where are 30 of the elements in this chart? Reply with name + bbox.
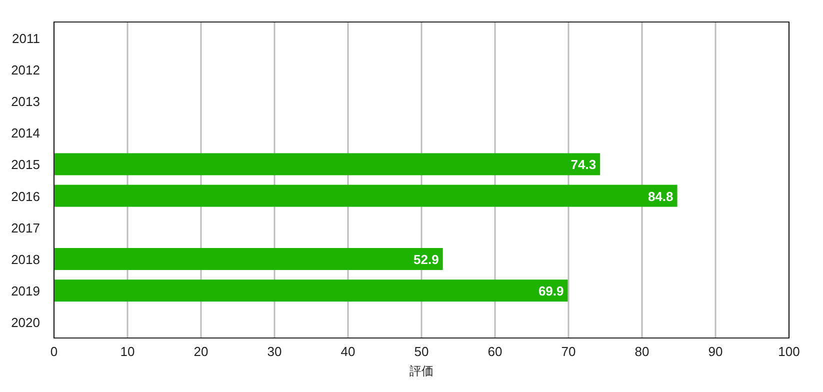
data-label: 74.3 [570, 157, 596, 172]
x-tick-label: 10 [120, 344, 135, 359]
y-tick-label: 2020 [11, 315, 40, 330]
bar [54, 248, 443, 270]
y-tick-label: 2014 [11, 126, 40, 141]
x-tick-label: 70 [561, 344, 576, 359]
data-label: 84.8 [648, 188, 674, 204]
x-tick-label: 40 [340, 344, 356, 359]
y-tick-label: 2015 [11, 157, 40, 172]
y-tick-label: 2019 [11, 284, 40, 299]
data-label: 52.9 [414, 252, 439, 267]
x-tick-label: 0 [50, 344, 58, 359]
x-tick-label: 30 [267, 344, 282, 359]
x-tick-label: 90 [708, 344, 723, 359]
bar [54, 153, 600, 176]
y-tick-label: 2017 [11, 220, 40, 236]
y-tick-label: 2016 [11, 188, 40, 204]
y-tick-label: 2018 [11, 252, 40, 267]
y-tick-label: 2011 [12, 30, 40, 46]
x-tick-label: 80 [634, 344, 650, 359]
x-tick-label: 50 [414, 344, 429, 359]
data-label: 69.9 [538, 284, 564, 299]
y-tick-label: 2013 [11, 94, 40, 109]
y-tick-label: 2012 [11, 62, 40, 78]
x-tick-label: 20 [194, 344, 208, 359]
x-tick-label: 60 [488, 344, 502, 359]
x-tick-label: 100 [778, 344, 800, 359]
x-axis-title: 評価 [410, 364, 434, 378]
bar [54, 184, 678, 207]
bar [54, 280, 568, 302]
